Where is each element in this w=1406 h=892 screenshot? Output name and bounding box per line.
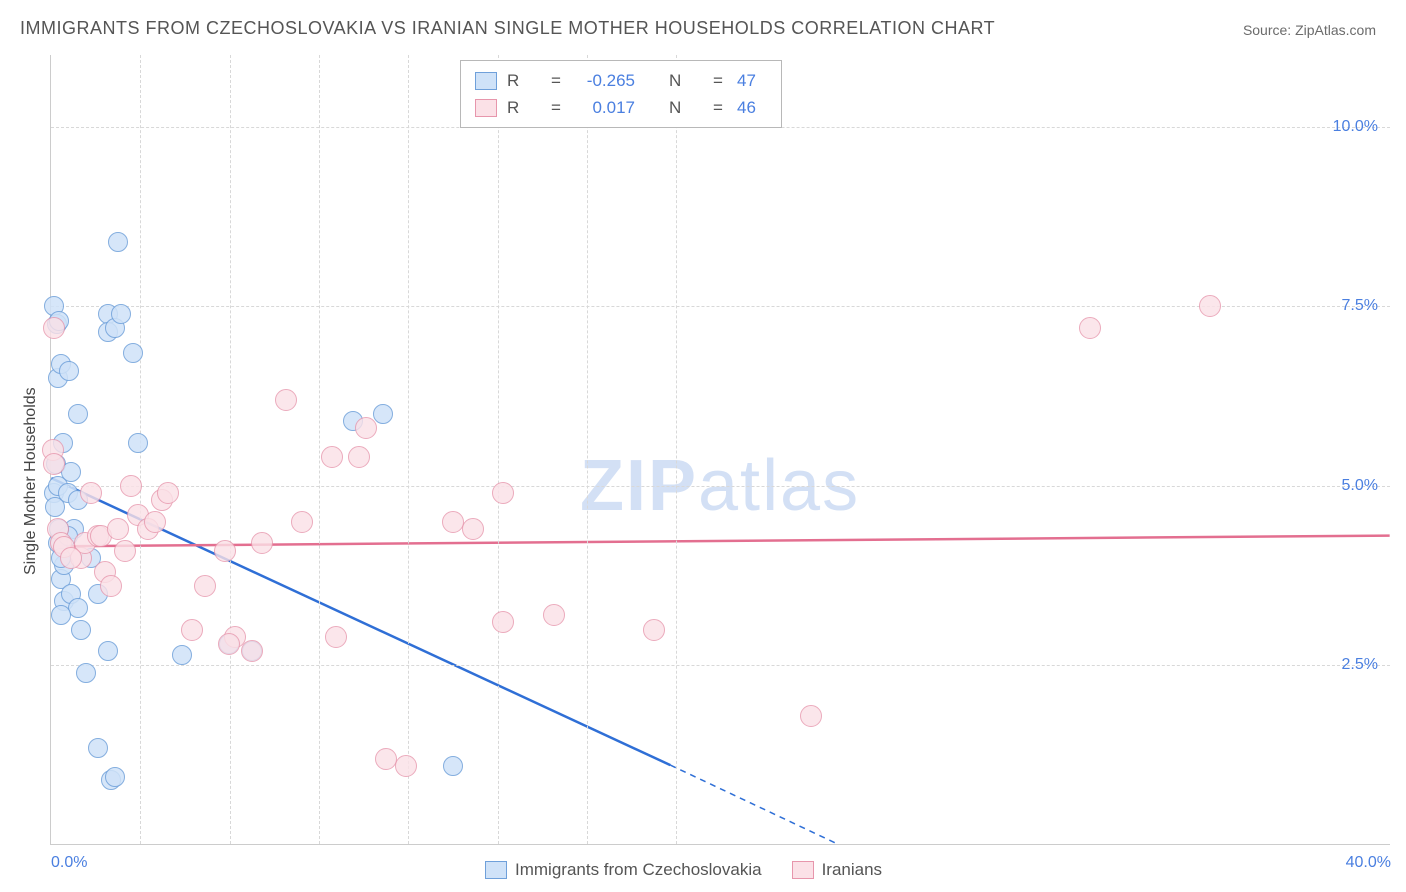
scatter-point-iranian [144,511,166,533]
legend-N-label: N [669,67,699,94]
legend-swatch-iranian [475,99,497,117]
gridline-horizontal [51,306,1390,307]
x-tick-label: 0.0% [51,854,87,872]
scatter-point-czech [111,304,131,324]
scatter-point-czech [76,663,96,683]
scatter-point-iranian [80,482,102,504]
legend-R-value-czech: -0.265 [575,67,635,94]
scatter-point-iranian [214,540,236,562]
legend-swatch-iranian [792,861,814,879]
scatter-point-czech [172,645,192,665]
scatter-point-iranian [1199,295,1221,317]
scatter-point-iranian [218,633,240,655]
legend-swatch-czech [475,72,497,90]
legend-N-value-czech: 47 [737,67,767,94]
legend-R-label: R [507,67,537,94]
legend-eq: = [547,67,565,94]
legend-swatch-czech [485,861,507,879]
legend-correlation: R = -0.265 N = 47 R = 0.017 N = 46 [460,60,782,128]
scatter-point-iranian [492,482,514,504]
legend-N-value-iranian: 46 [737,94,767,121]
legend-eq: = [709,67,727,94]
scatter-point-czech [71,620,91,640]
scatter-point-iranian [275,389,297,411]
scatter-point-iranian [43,453,65,475]
gridline-vertical [319,55,320,844]
gridline-vertical [408,55,409,844]
y-tick-label: 2.5% [1342,656,1378,674]
y-tick-label: 7.5% [1342,297,1378,315]
plot-area: 2.5%5.0%7.5%10.0%0.0%40.0% [50,55,1390,845]
scatter-point-iranian [375,748,397,770]
legend-N-label: N [669,94,699,121]
scatter-point-iranian [1079,317,1101,339]
scatter-point-iranian [800,705,822,727]
scatter-point-iranian [181,619,203,641]
legend-R-value-iranian: 0.017 [575,94,635,121]
scatter-point-czech [59,361,79,381]
scatter-point-iranian [107,518,129,540]
scatter-point-iranian [194,575,216,597]
legend-item-iranian: Iranians [792,860,882,880]
y-axis-title: Single Mother Households [22,387,40,575]
scatter-point-iranian [492,611,514,633]
gridline-vertical [587,55,588,844]
scatter-point-iranian [251,532,273,554]
scatter-point-czech [123,343,143,363]
gridline-vertical [230,55,231,844]
gridline-vertical [676,55,677,844]
scatter-point-czech [373,404,393,424]
scatter-point-czech [443,756,463,776]
legend-label-iranian: Iranians [822,860,882,880]
legend-label-czech: Immigrants from Czechoslovakia [515,860,762,880]
scatter-point-czech [128,433,148,453]
scatter-point-iranian [291,511,313,533]
y-tick-label: 5.0% [1342,477,1378,495]
scatter-point-iranian [442,511,464,533]
scatter-point-iranian [355,417,377,439]
scatter-point-iranian [543,604,565,626]
scatter-point-czech [68,404,88,424]
chart-title: IMMIGRANTS FROM CZECHOSLOVAKIA VS IRANIA… [20,18,995,39]
legend-bottom: Immigrants from Czechoslovakia Iranians [485,860,882,880]
legend-eq: = [709,94,727,121]
scatter-point-iranian [348,446,370,468]
trend-line [670,765,837,844]
scatter-point-iranian [100,575,122,597]
gridline-horizontal [51,665,1390,666]
legend-R-label: R [507,94,537,121]
scatter-point-iranian [114,540,136,562]
scatter-point-iranian [241,640,263,662]
scatter-point-czech [108,232,128,252]
scatter-point-iranian [157,482,179,504]
scatter-point-iranian [120,475,142,497]
legend-row-iranian: R = 0.017 N = 46 [475,94,767,121]
scatter-point-iranian [60,547,82,569]
scatter-point-czech [105,767,125,787]
scatter-point-iranian [643,619,665,641]
scatter-point-iranian [325,626,347,648]
y-tick-label: 10.0% [1333,118,1378,136]
gridline-vertical [498,55,499,844]
scatter-point-czech [98,641,118,661]
scatter-point-iranian [395,755,417,777]
scatter-point-iranian [462,518,484,540]
svg-layer [51,55,1390,844]
legend-item-czech: Immigrants from Czechoslovakia [485,860,762,880]
scatter-point-iranian [43,317,65,339]
scatter-point-czech [88,738,108,758]
legend-row-czech: R = -0.265 N = 47 [475,67,767,94]
scatter-point-czech [51,605,71,625]
x-tick-label: 40.0% [1346,854,1391,872]
legend-eq: = [547,94,565,121]
gridline-horizontal [51,486,1390,487]
source-text: Source: ZipAtlas.com [1243,22,1376,38]
scatter-point-iranian [321,446,343,468]
